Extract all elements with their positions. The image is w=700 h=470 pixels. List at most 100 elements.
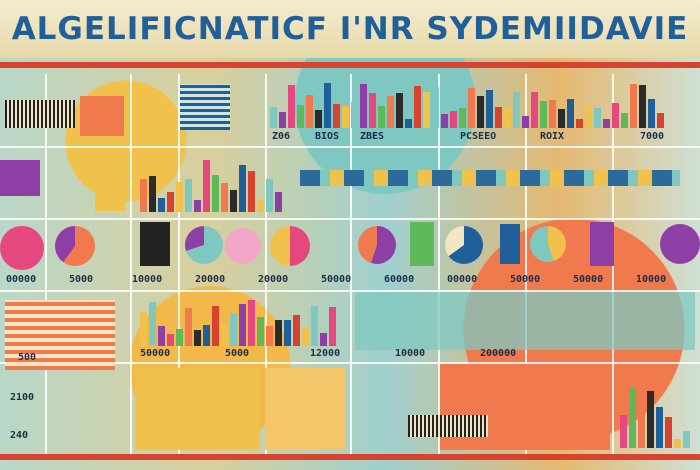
decorative-bar [531, 92, 538, 128]
decorative-bar [230, 313, 237, 346]
green-block [410, 222, 434, 266]
grid-line [525, 74, 527, 454]
decorative-bar [257, 317, 264, 346]
side-label: 500 [18, 352, 37, 363]
decorative-bar [423, 92, 430, 128]
decorative-bar [311, 305, 318, 346]
blue-block [500, 224, 520, 264]
decorative-bar [414, 85, 421, 128]
axis-label: ZBES [360, 131, 385, 142]
decorative-bar [167, 333, 174, 346]
decorative-bar [302, 327, 309, 346]
decorative-bar [603, 119, 610, 128]
axis-label: 50000 [573, 274, 604, 285]
decorative-bar [149, 175, 156, 212]
decorative-bar [266, 326, 273, 346]
decorative-bar [194, 330, 201, 346]
decorative-bar [576, 119, 583, 128]
decorative-bar [432, 87, 439, 128]
grid-line [438, 74, 440, 454]
decorative-bar [387, 95, 394, 128]
decorative-bar [450, 111, 457, 128]
side-label: 240 [10, 430, 29, 441]
decorative-bar [594, 108, 601, 128]
grid-line [265, 74, 267, 454]
decorative-bar [549, 100, 556, 128]
grid-line [130, 74, 132, 454]
decorative-bar [405, 119, 412, 128]
decorative-bar [203, 160, 210, 212]
axis-label: ROIX [540, 131, 565, 142]
decorative-bar [167, 191, 174, 212]
decorative-bar [194, 200, 201, 212]
axis-label: 10000 [132, 274, 163, 285]
decorative-bar [239, 304, 246, 346]
decorative-bar [279, 111, 286, 128]
axis-label: PCSEEO [460, 131, 497, 142]
page-title: ALGELIFICNATICF I'NR SYDEMIIDAVIE [11, 11, 689, 47]
decorative-bar [315, 110, 322, 128]
axis-label: 5000 [225, 348, 250, 359]
decorative-bar [360, 83, 367, 128]
axis-label: 10000 [636, 274, 667, 285]
axis-label: 50000 [321, 274, 352, 285]
decorative-bar [140, 312, 147, 346]
axis-label: 50000 [510, 274, 541, 285]
decorative-bar [270, 107, 277, 128]
dark-block [140, 222, 170, 266]
decorative-bar [176, 328, 183, 346]
axis-label: 200000 [480, 348, 517, 359]
bar-cluster-bottom [620, 378, 690, 448]
decorative-bar [567, 98, 574, 128]
yellow-panel [135, 368, 260, 450]
decorative-bar [351, 101, 358, 128]
decorative-bar [185, 307, 192, 346]
decorative-bar [647, 391, 654, 448]
decorative-bar [212, 305, 219, 346]
decorative-bar [657, 113, 664, 128]
decorative-bar [257, 200, 264, 212]
decorative-bar [275, 319, 282, 346]
axis-label: 12000 [310, 348, 341, 359]
decorative-bar [230, 189, 237, 212]
decorative-bar [648, 98, 655, 128]
decorative-bar [369, 92, 376, 128]
axis-label: 7000 [640, 131, 665, 142]
decorative-bar [621, 113, 628, 128]
decorative-bar [665, 417, 672, 448]
axis-label: 20000 [195, 274, 226, 285]
axis-label: 5000 [69, 274, 94, 285]
bottom-rule [0, 454, 700, 460]
pie-icon [530, 226, 566, 262]
decorative-bar [674, 438, 681, 448]
decorative-bar [320, 333, 327, 346]
decorative-bar [612, 102, 619, 128]
decorative-bar [248, 299, 255, 346]
axis-label: 00000 [6, 274, 37, 285]
decorative-bar [239, 164, 246, 212]
bar-cluster-mid [140, 152, 282, 212]
title-banner: ALGELIFICNATICF I'NR SYDEMIIDAVIE [0, 0, 700, 58]
bar-cluster-lower [140, 296, 336, 346]
decorative-bar [630, 84, 637, 128]
bar-cluster-top [270, 80, 664, 128]
decorative-bar [149, 301, 156, 346]
axis-label: Z06 [272, 131, 291, 142]
decorative-bar [639, 85, 646, 128]
decorative-bar [288, 84, 295, 128]
decorative-bar [558, 109, 565, 128]
decorative-bar [495, 106, 502, 128]
pie-icon [358, 226, 396, 264]
stripe-band [300, 170, 680, 186]
decorative-bar [396, 93, 403, 128]
decorative-bar [266, 179, 273, 212]
decorative-bar [683, 430, 690, 448]
grid-line [178, 74, 180, 454]
orange-panel [440, 364, 610, 450]
pie-icon [225, 228, 261, 264]
decorative-bar [306, 95, 313, 128]
axis-label: 00000 [447, 274, 478, 285]
decorative-bar [540, 100, 547, 128]
axis-label: 20000 [258, 274, 289, 285]
